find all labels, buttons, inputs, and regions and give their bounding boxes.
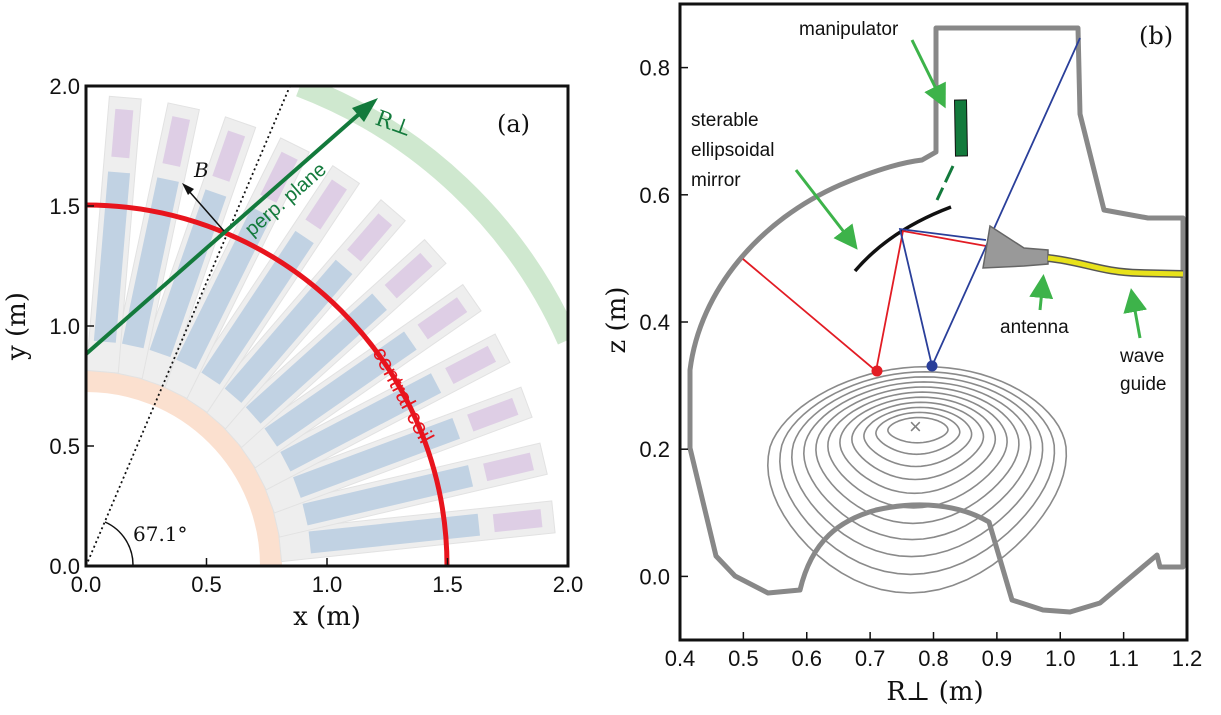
blue-ray — [898, 37, 1081, 369]
mirror-label-line2: ellipsoidal — [691, 140, 774, 161]
outer-vessel-band — [296, 86, 568, 345]
waveguide-core — [1047, 255, 1184, 277]
mirror-label-line3: mirror — [691, 170, 741, 191]
x-tick-label: 0.7 — [855, 646, 886, 671]
coil-block — [86, 95, 142, 374]
x-tick-label: 1.5 — [432, 572, 463, 597]
x-tick-label: 0.5 — [728, 646, 759, 671]
manipulator-label: manipulator — [799, 19, 899, 40]
antenna-horn — [982, 224, 1049, 269]
panel-a-ticks — [85, 85, 569, 567]
panel-a-tick-labels: 0.0 0.5 1.0 1.5 2.0 0.0 0.5 1.0 1.5 2.0 — [49, 74, 583, 597]
y-tick-label: 0.4 — [639, 310, 670, 335]
flux-surface — [851, 401, 985, 481]
panel-a-label: (a) — [497, 110, 530, 138]
b-vector — [187, 189, 225, 232]
x-tick-label: 0.9 — [982, 646, 1013, 671]
red-ray — [742, 229, 987, 373]
y-tick-label: 0.6 — [639, 183, 670, 208]
y-tick-label: 2.0 — [49, 74, 80, 99]
central-coil-arc — [85, 202, 450, 567]
y-tick-label: 0.5 — [49, 434, 80, 459]
manipulator-arrow — [910, 39, 946, 109]
perp-plane-line — [84, 106, 368, 356]
y-tick-label: 1.0 — [49, 314, 80, 339]
o-point-marker: × — [909, 414, 922, 439]
blue-point — [926, 360, 938, 372]
wave-label-line1: wave — [1119, 346, 1164, 367]
coil-background — [86, 86, 568, 566]
perp-plane-arrowhead — [352, 98, 378, 122]
x-tick-label: 0.4 — [665, 646, 696, 671]
x-tick-label: 1.0 — [1045, 646, 1076, 671]
flux-surface — [875, 411, 961, 456]
manipulator-body — [954, 99, 968, 157]
angle-label: 67.1° — [133, 522, 188, 546]
flux-surface — [802, 381, 1032, 541]
coil-block — [110, 102, 200, 380]
panel-b-ticks — [679, 66, 1188, 640]
flux-surface — [766, 365, 1068, 594]
manipulator-rod — [935, 165, 955, 201]
coil-block — [134, 116, 257, 388]
flux-surface — [839, 396, 997, 495]
b-label: B — [193, 158, 209, 182]
antenna-arrow — [1029, 274, 1054, 311]
coil-block — [262, 386, 533, 514]
wave-label-line2: guide — [1120, 374, 1167, 395]
x-tick-label: 0.0 — [71, 572, 102, 597]
coil-block — [250, 333, 511, 491]
x-tick-label: 0.6 — [791, 646, 822, 671]
y-tick-label: 1.5 — [49, 194, 80, 219]
field-line-dotted — [85, 85, 291, 567]
coil-blocks — [86, 95, 556, 563]
x-tick-label: 1.1 — [1108, 646, 1139, 671]
panel-b-label: (b) — [1139, 22, 1173, 50]
panel-a: 67.1° central coil perp. plane R⊥ B (a) … — [2, 74, 583, 632]
flux-surface — [778, 370, 1056, 576]
flux-surfaces — [766, 365, 1068, 594]
flux-surface — [827, 391, 1008, 509]
x-tick-label: 1.2 — [1172, 646, 1203, 671]
coil-block — [179, 164, 361, 414]
panel-b-ylabel: z (m) — [602, 287, 632, 354]
antenna-label: antenna — [1000, 317, 1069, 338]
inner-ring — [86, 370, 282, 566]
y-tick-label: 0.2 — [639, 437, 670, 462]
mirror-arrow — [794, 169, 858, 250]
coil-block — [236, 283, 482, 469]
x-tick-label: 0.8 — [918, 646, 949, 671]
coil-block — [200, 199, 406, 430]
y-tick-label: 0.0 — [639, 564, 670, 589]
flux-surface — [887, 416, 949, 444]
y-tick-label: 0.8 — [639, 56, 670, 81]
red-point — [871, 365, 883, 377]
coil-block — [157, 137, 310, 400]
x-tick-label: 2.0 — [553, 572, 584, 597]
angle-arc — [104, 521, 134, 567]
ellipsoidal-mirror — [853, 205, 952, 273]
flux-surface — [815, 386, 1020, 525]
y-tick-label: 0.0 — [49, 554, 80, 579]
flux-surface — [863, 406, 973, 468]
coil-block — [271, 442, 548, 538]
panel-b-tick-labels: 0.4 0.5 0.6 0.7 0.8 0.9 1.0 1.1 1.2 0.0 0.2 0.4 0.6 0… — [639, 56, 1202, 671]
mirror-label-line1: sterable — [691, 110, 759, 131]
flux-surface — [790, 376, 1044, 558]
coil-block — [277, 500, 556, 563]
vessel — [687, 25, 1186, 615]
panel-b: × manipulator sterable ellipsoidal mirro… — [602, 2, 1202, 707]
coil-block — [219, 238, 447, 449]
waveguide-arrow — [1123, 288, 1148, 339]
x-tick-label: 1.0 — [312, 572, 343, 597]
panel-a-xlabel: x (m) — [293, 602, 361, 632]
panel-b-xlabel: R⊥ (m) — [886, 677, 983, 707]
x-tick-label: 0.5 — [191, 572, 222, 597]
b-vector-arrowhead — [182, 183, 194, 195]
panel-a-ylabel: y (m) — [2, 292, 32, 361]
